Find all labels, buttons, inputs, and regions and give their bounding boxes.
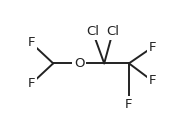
Text: F: F xyxy=(149,74,156,87)
Text: F: F xyxy=(125,98,133,111)
Text: O: O xyxy=(74,57,85,70)
Text: F: F xyxy=(149,41,156,54)
Text: Cl: Cl xyxy=(86,25,99,38)
Text: F: F xyxy=(28,36,35,49)
Text: Cl: Cl xyxy=(106,25,119,38)
Text: F: F xyxy=(28,77,35,90)
